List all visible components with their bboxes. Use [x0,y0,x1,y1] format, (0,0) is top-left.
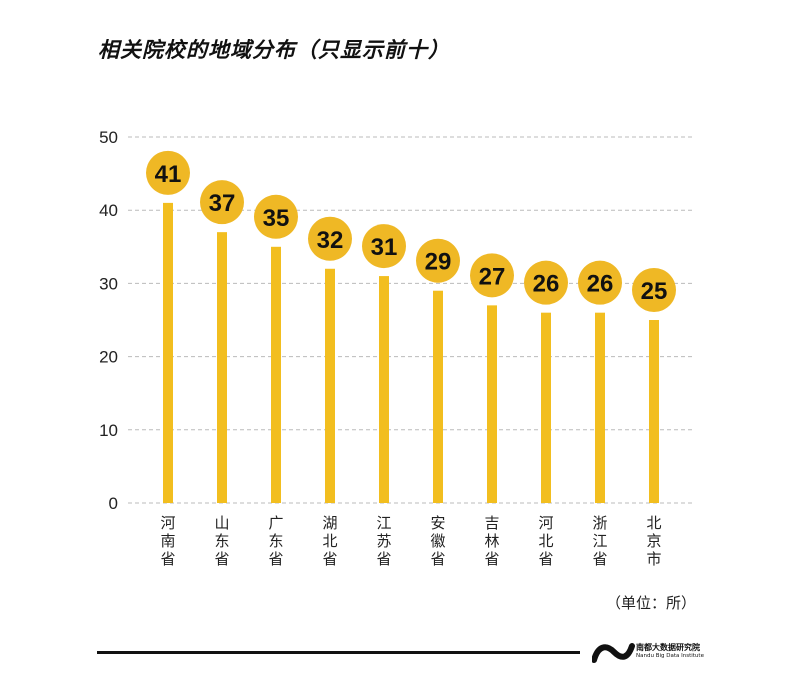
y-tick-label: 20 [99,348,118,367]
bar [325,268,335,503]
value-marker [632,268,676,312]
data-label: 41 [155,161,182,188]
x-tick-label: 吉林省 [484,515,499,568]
value-marker [254,194,298,239]
bar [379,276,389,503]
data-label: 32 [317,227,344,254]
data-label: 25 [641,278,668,305]
bar [595,312,605,503]
value-marker [416,238,460,283]
x-tick-label: 湖北省 [322,515,337,568]
bar [271,246,281,504]
y-tick-label: 0 [109,494,118,513]
x-tick-label: 广东省 [268,515,283,568]
logo-icon [592,643,635,663]
bar [433,290,443,503]
x-tick-label: 江苏省 [376,515,391,568]
chart-title: 相关院校的地域分布（只显示前十） [98,38,450,62]
logo-text-en: Nandu Big Data Institute [636,653,704,659]
x-tick-label: 山东省 [214,515,229,568]
value-marker [362,224,406,269]
data-label: 29 [425,249,452,276]
data-label: 37 [209,190,236,217]
data-label: 35 [263,205,290,232]
x-tick-label: 北京市 [646,515,661,568]
data-label: 26 [533,271,560,298]
value-marker [200,180,244,225]
bar [487,305,497,503]
data-label: 27 [479,263,506,290]
y-tick-label: 30 [99,274,118,293]
y-tick-label: 10 [99,421,118,440]
logo-text-cn: 南都大数据研究院 [636,643,700,652]
value-marker [308,216,352,261]
value-marker [524,260,568,305]
bar [163,202,173,503]
unit-note: （单位：所） [606,594,697,612]
x-tick-label: 河北省 [538,515,553,568]
y-tick-label: 40 [99,201,118,220]
y-tick-label: 50 [99,128,118,147]
bar [649,320,659,503]
bar [541,312,551,503]
value-marker [146,150,190,195]
value-marker [578,260,622,305]
value-marker [470,253,514,298]
data-label: 26 [587,271,614,298]
x-tick-label: 安徽省 [430,515,445,568]
bar-chart: 0 10 20 30 40 50 41 河南省 37 山东省 35 广东省 32 湖北省 31 江苏省 29 安徽… [99,128,695,568]
footer-rule [97,651,580,654]
data-label: 31 [371,234,398,261]
x-tick-label: 河南省 [160,515,175,568]
bar [217,232,227,503]
x-tick-label: 浙江省 [592,515,607,568]
